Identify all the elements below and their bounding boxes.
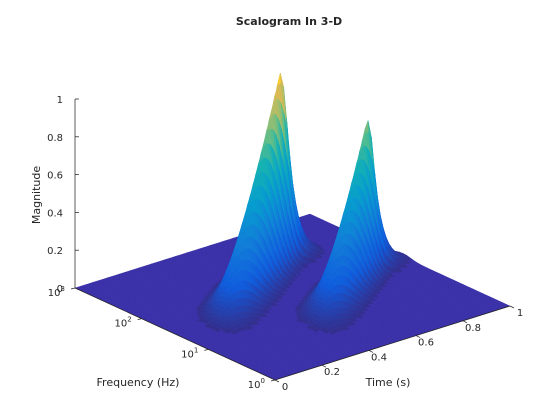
z-tick-label: 0.4 (47, 208, 63, 219)
z-ticks: 0 0.2 0.4 0.6 0.8 1 (47, 95, 79, 295)
x-tick-label: 0.8 (465, 323, 481, 334)
y-tick-exponent: 0 (261, 377, 265, 385)
y-tick-mark (270, 379, 276, 382)
y-tick-exponent: 3 (61, 285, 65, 293)
y-tick-mark (204, 348, 209, 351)
z-tick-label: 0.2 (47, 246, 63, 257)
chart-title: Scalogram In 3-D (236, 15, 342, 28)
z-tick-label: 0.6 (47, 171, 63, 182)
x-tick-mark (509, 305, 515, 309)
x-tick-label: 0.6 (418, 338, 434, 349)
surface-plot (74, 72, 511, 381)
y-tick-label: 102 (114, 316, 131, 330)
z-tick-label: 0 (57, 284, 63, 295)
x-axis-label: Time (s) (365, 376, 411, 389)
x-tick-mark (274, 379, 280, 383)
y-tick-mark (137, 318, 142, 321)
x-tick-label: 0 (282, 382, 288, 393)
y-tick-label: 101 (181, 346, 198, 360)
z-tick-label: 0.8 (47, 133, 63, 144)
y-tick-exponent: 2 (127, 316, 131, 324)
y-tick-exponent: 1 (194, 346, 198, 354)
y-tick-mark (70, 287, 76, 290)
y-axis-label: Frequency (Hz) (97, 376, 180, 389)
z-tick-label: 1 (57, 95, 63, 106)
x-tick-label: 0.4 (371, 352, 387, 363)
y-tick-label: 100 (248, 377, 265, 391)
y-tick-label: 103 (48, 285, 65, 299)
z-axis-label: Magnitude (30, 166, 43, 225)
x-tick-label: 1 (517, 308, 523, 319)
z-axis: 0 0.2 0.4 0.6 0.8 1 Magnitude (30, 95, 79, 295)
x-tick-label: 0.2 (324, 367, 340, 378)
